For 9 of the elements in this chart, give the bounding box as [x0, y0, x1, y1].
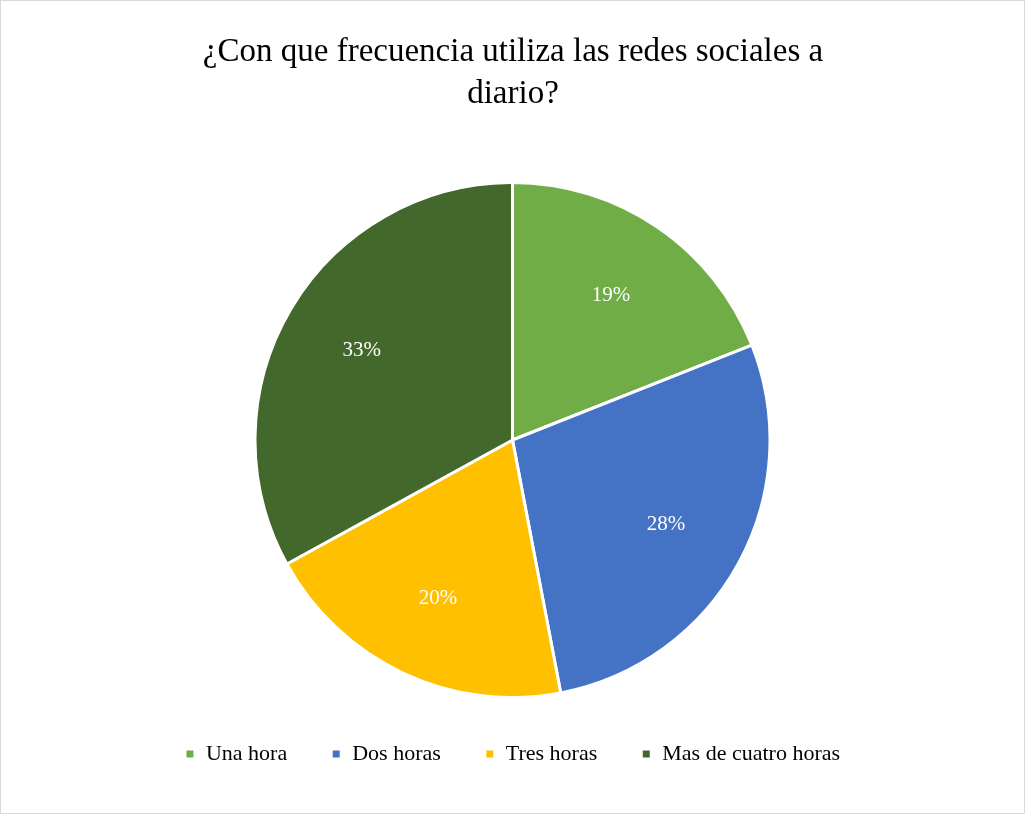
- legend-label: Dos horas: [352, 739, 441, 765]
- chart-title: ¿Con que frecuencia utiliza las redes sociales a diario?: [201, 31, 825, 112]
- data-label: 33%: [342, 337, 382, 362]
- legend-label: Tres horas: [505, 739, 598, 765]
- legend-label: Mas de cuatro horas: [662, 739, 841, 765]
- data-label: 20%: [418, 584, 458, 609]
- data-label: 28%: [646, 510, 686, 535]
- legend-label: Una hora: [205, 739, 288, 765]
- data-label: 19%: [591, 281, 631, 306]
